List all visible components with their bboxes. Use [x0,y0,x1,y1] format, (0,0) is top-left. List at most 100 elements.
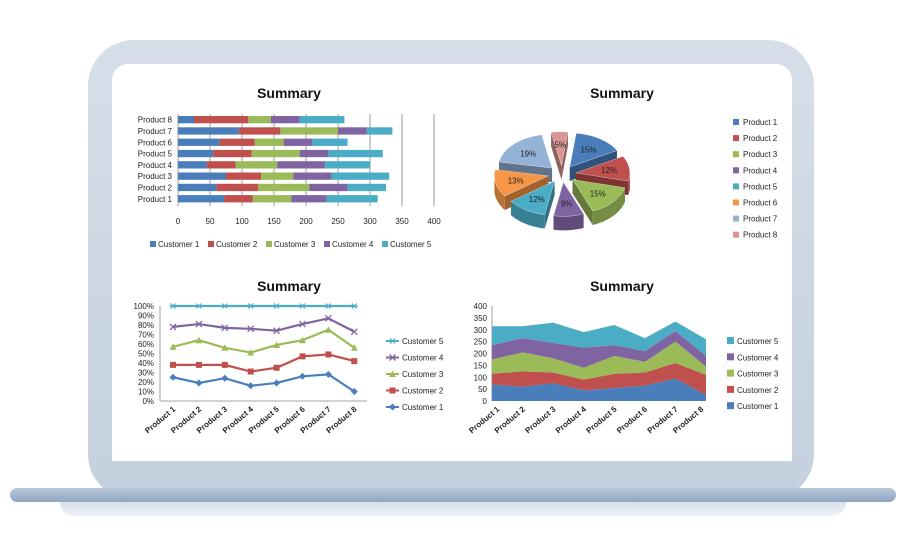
point-customer-5 [195,303,203,309]
pie-slice-product-1 [569,133,618,168]
legend-label-customer-3: Customer 3 [274,240,316,249]
legend-label-product-7: Product 7 [743,215,778,224]
point-customer-4 [195,320,203,328]
bar-customer-2-product-5 [213,149,252,158]
x-tick-label: 300 [363,217,377,226]
pie-data-label: 15% [590,189,606,198]
pie-chart: Summary 5% 15% 19% 12% 13% 15% 12% 9% Product 1 Pr… [494,85,778,240]
legend-label-customer-1: Customer 1 [737,402,779,411]
legend-swatch-product-3 [733,151,739,158]
x-tick-label: 200 [299,217,313,226]
bar-customer-1-product-4 [178,161,207,169]
point-customer-3 [324,326,332,333]
pie-slice-product-7 [498,134,553,169]
chart-panel-pie: Summary 5% 15% 19% 12% 13% 15% 12% 9% Product 1 Pr… [452,64,792,264]
y-tick-label: 20% [138,378,154,387]
pie-rim-product-6 [494,174,505,211]
legend-label-customer-5: Customer 5 [390,240,432,249]
area-customer-4 [492,330,706,368]
pie-data-label: 12% [601,166,617,175]
point-customer-3 [195,336,203,344]
point-customer-3 [169,343,177,350]
pie-slice-product-2 [575,156,631,182]
point-customer-3 [299,336,306,344]
bar-customer-4-product-6 [283,138,313,146]
y-tick-label: 60% [138,340,154,349]
point-customer-1 [221,374,229,382]
pie-rim-product-4 [553,213,584,231]
point-customer-5 [299,303,306,309]
point-customer-5 [221,303,229,309]
line-chart: Summary 0%10%20%30%40%50%60%70%80%90%100%… [134,278,444,435]
x-tick-label: 350 [395,217,409,226]
x-tick-label: 400 [427,217,441,226]
chart-title: Summary [590,278,654,294]
legend-swatch-product-4 [733,167,739,174]
chart-panel-line: Summary 0% 10% 20% 30% 40% 50% 60% 70% 80% 90% 100%… [112,264,452,461]
bar-customer-4-product-8 [270,116,300,124]
line-customer-2 [173,353,355,373]
legend-marker-customer-5 [389,338,396,344]
pie-data-label: 5% [554,141,566,150]
legend-swatch-customer-1 [727,402,734,410]
bar-customer-2-product-7 [238,127,281,135]
legend-label-product-6: Product 6 [743,199,778,208]
chart-title: Summary [257,85,321,101]
legend-swatch-customer-2 [208,241,214,247]
legend-label-product-8: Product 8 [743,231,778,240]
y-tick-label: Product 8 [138,116,173,125]
bar-customer-2-product-2 [216,183,258,192]
bar-customer-4-product-2 [309,183,348,192]
legend-label-customer-5: Customer 5 [402,337,444,346]
bar-customer-3-product-4 [235,161,278,169]
bar-customer-3-product-7 [280,127,338,135]
bar-customer-4-product-5 [299,149,329,158]
bar-customer-5-product-4 [325,161,370,169]
y-tick-label: 40% [138,359,154,368]
legend-swatch-customer-2 [727,385,734,393]
legend-swatch-customer-3 [266,241,272,247]
point-customer-1 [273,379,281,387]
legend-swatch-customer-5 [727,337,734,344]
laptop-base-shadow [60,502,846,516]
legend-label-customer-2: Customer 2 [737,386,779,395]
bar-customer-1-product-7 [178,127,239,135]
legend-label-customer-1: Customer 1 [158,240,200,249]
bar-customer-5-product-5 [328,149,383,158]
y-tick-label: 0 [483,397,488,406]
pie-data-label: 12% [529,195,545,204]
y-tick-label: Product 2 [138,183,173,192]
y-tick-label: 100 [474,373,488,382]
bar-customer-3-product-1 [252,195,292,203]
bar-customer-5-product-2 [347,183,386,192]
point-customer-1 [350,388,358,395]
pie-data-label: 15% [580,146,596,155]
chart-title: Summary [590,85,654,101]
y-tick-label: 100% [134,302,154,311]
pie-data-label: 13% [508,177,524,186]
legend-label-customer-1: Customer 1 [402,403,444,412]
point-customer-2 [299,353,306,360]
x-tick-label: Product 6 [615,404,649,435]
pie-slice-product-5 [510,180,555,215]
bar-customer-2-product-6 [219,138,255,146]
y-tick-label: 10% [138,388,154,397]
y-tick-label: Product 7 [138,127,173,136]
pie-wall-product-3 [572,179,593,226]
bar-customer-2-product-4 [206,161,236,169]
legend-marker-customer-1 [389,403,396,411]
point-customer-3 [221,344,229,351]
legend-label-customer-5: Customer 5 [737,337,779,346]
y-tick-label: 30% [138,369,154,378]
area-customer-1 [492,378,706,401]
bar-customer-2-product-1 [224,195,253,203]
y-tick-label: Product 4 [138,161,173,170]
point-customer-4 [247,325,255,333]
bar-customer-1-product-3 [178,172,226,180]
point-customer-2 [325,351,332,358]
legend-label-product-1: Product 1 [743,118,778,127]
bar-customer-4-product-1 [291,195,327,203]
bar-customer-1-product-2 [178,183,217,192]
bar-customer-4-product-4 [277,161,326,169]
